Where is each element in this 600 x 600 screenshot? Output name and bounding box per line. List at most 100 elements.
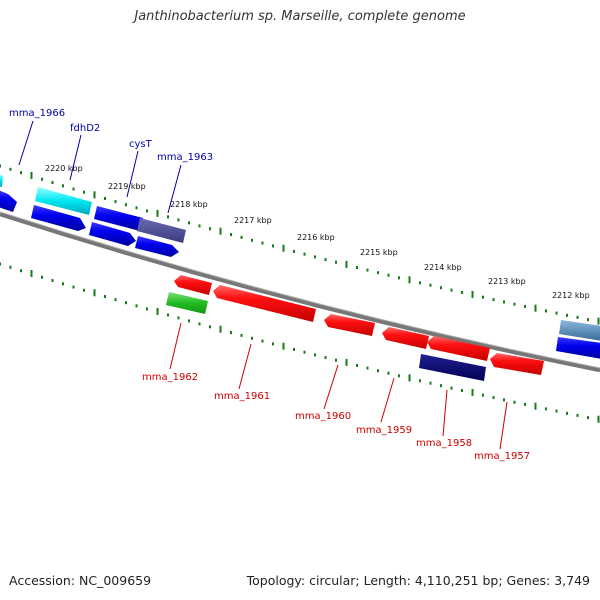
tick-mark <box>513 400 516 404</box>
tick-mark <box>188 221 190 225</box>
map-title: Janthinobacterium sp. Marseille, complet… <box>134 9 466 24</box>
tick-mark <box>366 268 369 272</box>
tick-mark <box>314 255 316 259</box>
tick-mark <box>534 304 537 312</box>
tick-mark <box>219 227 222 235</box>
tick-mark <box>156 209 159 217</box>
tick-mark <box>62 282 64 286</box>
gene-label[interactable]: fdhD2 <box>70 123 100 134</box>
gene-arrow[interactable] <box>166 292 208 314</box>
tick-mark <box>51 279 54 282</box>
tick-mark <box>408 276 411 284</box>
tick-mark <box>587 416 589 420</box>
gene-arrow[interactable] <box>174 275 212 295</box>
tick-mark <box>282 244 285 252</box>
gene-arrow[interactable] <box>0 190 17 212</box>
gene-arrow[interactable] <box>419 354 486 381</box>
tick-mark <box>492 396 495 400</box>
gene-label[interactable]: mma_1957 <box>474 451 530 462</box>
top-gene-labels: mma_1966 fdhD2 cysT mma_1963 <box>9 108 213 214</box>
tick-mark <box>429 283 432 287</box>
tick-mark <box>93 289 96 297</box>
tick-mark <box>555 311 558 315</box>
tick-mark <box>188 319 190 323</box>
tick-mark <box>576 315 579 319</box>
tick-mark <box>503 398 505 402</box>
tick-mark <box>240 235 243 239</box>
gene-arrow[interactable] <box>31 205 86 231</box>
tick-mark <box>72 285 75 289</box>
tick-mark <box>72 187 75 191</box>
tick-mark <box>83 288 85 292</box>
tick-mark <box>398 374 400 378</box>
gene-arrow[interactable] <box>94 206 143 231</box>
gene-arrow[interactable] <box>559 320 600 341</box>
gene-label[interactable]: mma_1963 <box>157 152 213 163</box>
tick-mark <box>177 218 180 222</box>
gene-label[interactable]: mma_1958 <box>416 438 472 449</box>
tick-mark <box>240 333 243 337</box>
gene-arrow[interactable] <box>490 353 544 375</box>
bottom-gene-labels: mma_1962 mma_1961 mma_1960 mma_1959 mma_… <box>142 322 530 462</box>
gene-arrow[interactable] <box>0 174 3 187</box>
tick-mark <box>20 171 22 175</box>
kbp-label: 2220 kbp <box>45 164 83 173</box>
tick-mark <box>429 381 432 385</box>
tick-mark <box>230 233 232 237</box>
kbp-label: 2214 kbp <box>424 263 462 272</box>
gene-label[interactable]: mma_1959 <box>356 425 412 436</box>
tick-mark <box>293 347 295 351</box>
gene-label[interactable]: mma_1960 <box>295 411 351 422</box>
gene-label[interactable]: mma_1966 <box>9 108 65 119</box>
tick-mark <box>566 411 568 415</box>
gene-arrow[interactable] <box>382 327 429 349</box>
tick-mark <box>345 358 348 366</box>
gene-arrow[interactable] <box>213 285 316 322</box>
tick-mark <box>177 316 180 320</box>
tick-mark <box>377 271 379 275</box>
tick-mark <box>461 389 463 392</box>
gene-arrow[interactable] <box>324 314 375 336</box>
gene-arrow[interactable] <box>89 222 136 246</box>
tick-mark <box>30 172 33 179</box>
tick-mark <box>293 249 295 253</box>
kbp-label: 2212 kbp <box>552 291 590 300</box>
gene-arrow[interactable] <box>35 187 92 215</box>
tick-mark <box>125 203 127 207</box>
tick-mark <box>440 286 442 290</box>
tick-mark <box>114 298 117 302</box>
gene-label[interactable]: cysT <box>129 139 153 150</box>
kbp-label: 2218 kbp <box>170 200 208 209</box>
kbp-label: 2216 kbp <box>297 233 335 242</box>
kbp-scale: 2220 kbp 2219 kbp 2218 kbp 2217 kbp 2216… <box>45 164 590 300</box>
gene-arrow[interactable] <box>427 336 490 361</box>
tick-mark <box>587 318 589 322</box>
tick-mark <box>576 413 579 417</box>
gene-arrow[interactable] <box>137 218 186 243</box>
tick-mark <box>503 300 505 304</box>
kbp-label: 2217 kbp <box>234 216 272 225</box>
tick-mark <box>345 260 348 268</box>
kbp-label: 2213 kbp <box>488 277 526 286</box>
tick-mark <box>314 353 316 357</box>
gene-arrow[interactable] <box>135 236 179 257</box>
gene-label[interactable]: mma_1961 <box>214 391 270 402</box>
tick-mark <box>230 331 232 335</box>
tick-mark <box>335 358 337 362</box>
tick-mark <box>93 191 96 199</box>
tick-mark <box>9 167 12 171</box>
top-strand-genes <box>0 174 600 359</box>
tick-mark <box>555 409 558 413</box>
gene-arrow[interactable] <box>556 337 600 359</box>
tick-mark <box>324 356 327 360</box>
tick-mark <box>261 241 264 245</box>
tick-mark <box>387 273 390 277</box>
tick-mark <box>566 313 568 317</box>
tick-mark <box>534 402 537 410</box>
tick-mark <box>51 181 54 184</box>
tick-tracks <box>0 164 600 423</box>
gene-label[interactable]: mma_1962 <box>142 372 198 383</box>
tick-mark <box>524 402 526 406</box>
